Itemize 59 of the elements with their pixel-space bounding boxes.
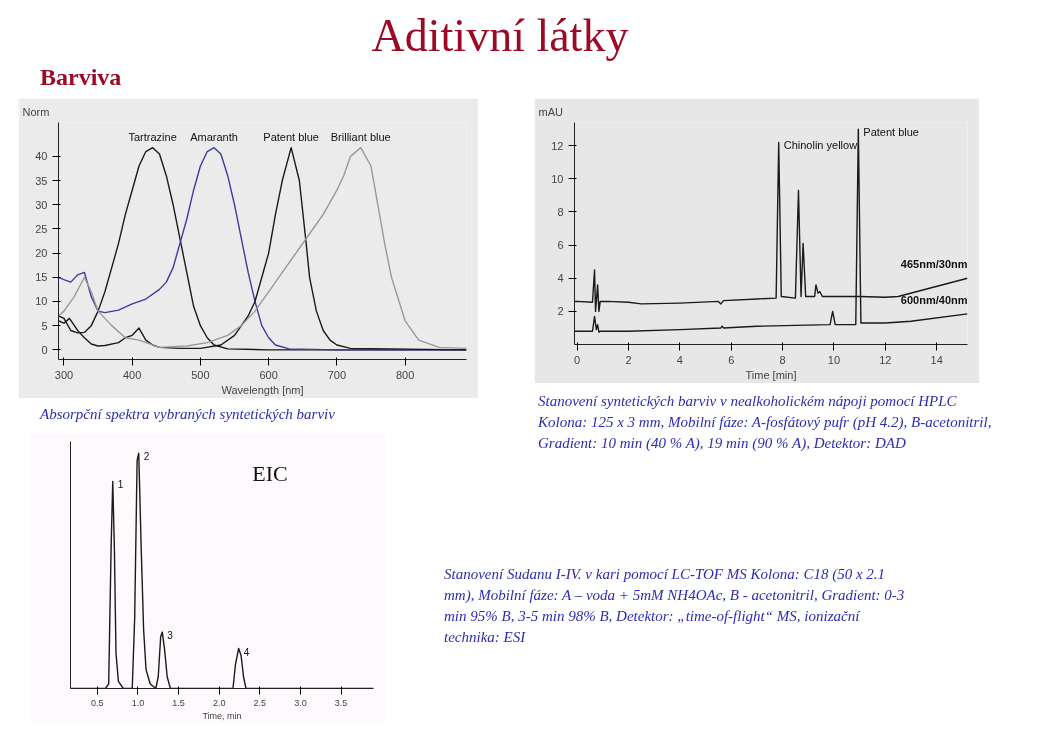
x-tick-label: 4	[676, 353, 683, 366]
y-tick-label: 15	[35, 271, 48, 284]
y-axis-title: Norm	[22, 105, 50, 118]
y-tick-label: 2	[557, 305, 564, 318]
y-tick-label: 0	[41, 343, 48, 356]
x-axis-title: Time [min]	[745, 368, 797, 381]
x-axis-title: Time, min	[202, 710, 242, 721]
y-tick-label: 30	[35, 198, 48, 211]
series-label: Amaranth	[190, 130, 238, 143]
x-tick-label: 600	[259, 368, 278, 381]
x-tick-label: 0.5	[91, 697, 104, 708]
annotation: 1	[117, 479, 124, 491]
annotation: 3	[167, 630, 174, 642]
annotation: 4	[243, 646, 250, 658]
y-tick-label: 5	[41, 319, 48, 332]
y-tick-label: 35	[35, 174, 48, 187]
y-tick-label: 10	[551, 172, 564, 185]
text: Stanovení syntetických barviv v nealkoholickém nápoji pomocí HPLC Kolona: 125 x 3 mm, Mobilní fáze: A-fosfátový pufr (pH 4.2), B-acetonitril, Gradient: 10 min (40 % A), 19 min (90 % A), Detektor: DAD	[538, 392, 993, 453]
x-tick-label: 6	[728, 353, 735, 366]
annotation: 2	[143, 451, 150, 463]
series-label: 600nm/40nm	[900, 293, 968, 306]
chart-subtitle: Barviva	[40, 63, 122, 92]
x-tick-label: 3.5	[334, 697, 348, 708]
x-tick-label: 10	[827, 353, 841, 366]
x-tick-label: 0	[574, 353, 581, 366]
chart-title: Aditivní látky	[371, 10, 629, 62]
text: Absorpční spektra vybraných syntetických barviv	[40, 405, 335, 424]
x-tick-label: 2.0	[212, 697, 226, 708]
series-label: Patent blue	[263, 130, 319, 143]
x-tick-label: 12	[879, 353, 892, 366]
y-tick-label: 25	[35, 222, 48, 235]
x-tick-label: 1.0	[131, 697, 145, 708]
x-tick-label: 3.0	[294, 697, 307, 708]
y-tick-label: 6	[557, 239, 564, 252]
series-label: Tartrazine	[128, 130, 177, 143]
annotation: Patent blue	[863, 126, 919, 139]
y-tick-label: 10	[35, 295, 48, 308]
x-tick-label: 500	[191, 368, 210, 381]
x-tick-label: 700	[327, 368, 347, 381]
series-label: 465nm/30nm	[900, 258, 968, 271]
annotation: EIC	[252, 461, 288, 487]
y-tick-label: 12	[551, 139, 564, 152]
x-tick-label: 14	[930, 353, 943, 366]
series-label: Brilliant blue	[330, 130, 391, 143]
y-tick-label: 8	[557, 205, 564, 218]
x-tick-label: 2	[625, 353, 632, 366]
x-tick-label: 1.5	[172, 697, 185, 708]
y-tick-label: 40	[35, 150, 48, 163]
text: Stanovení Sudanu I-IV. v kari pomocí LC-TOF MS Kolona: C18 (50 x 2.1 mm), Mobilní fáze: A – voda + 5mM NH4OAc, B - acetonitril, Gradient: 0-3 min 95% B, 3-5 min 98% B, Detektor: „time-of-flight“ MS, ionizační technika: ESI	[444, 565, 906, 647]
x-tick-label: 800	[395, 368, 415, 381]
x-tick-label: 400	[123, 368, 142, 381]
x-axis-title: Wavelength [nm]	[221, 383, 304, 396]
y-tick-label: 4	[557, 272, 564, 285]
y-tick-label: 20	[35, 247, 48, 260]
x-tick-label: 300	[54, 368, 74, 381]
annotation: Chinolin yellow	[783, 139, 858, 152]
y-axis-title: mAU	[538, 105, 563, 118]
x-tick-label: 8	[779, 353, 786, 366]
x-tick-label: 2.5	[253, 697, 267, 708]
